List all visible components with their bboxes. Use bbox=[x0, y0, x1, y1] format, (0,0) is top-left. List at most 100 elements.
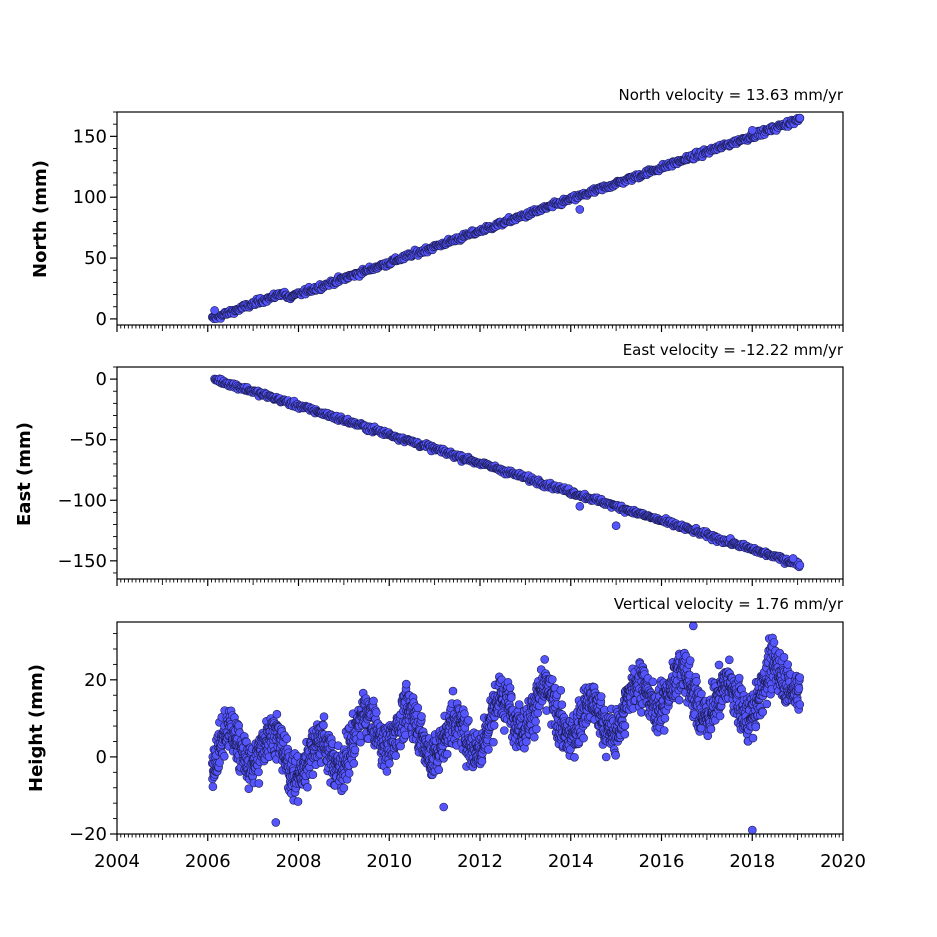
height-data-point bbox=[417, 712, 426, 721]
height-data-point bbox=[506, 693, 516, 702]
height-data-point bbox=[208, 782, 218, 792]
height-data-point bbox=[697, 689, 706, 699]
height-data-point bbox=[685, 656, 695, 665]
height-data-point bbox=[688, 621, 698, 631]
height-data-point bbox=[382, 767, 392, 776]
height-data-point bbox=[439, 802, 449, 812]
height-data-point bbox=[319, 712, 329, 722]
north-plot-frame bbox=[116, 111, 844, 326]
height-data-point bbox=[547, 675, 557, 684]
height-data-point bbox=[391, 751, 401, 761]
north-ytick-label: 100 bbox=[73, 187, 107, 208]
height-data-point bbox=[751, 722, 761, 732]
north-panel-title: North velocity = 13.63 mm/yr bbox=[619, 86, 844, 104]
height-data-point bbox=[522, 737, 531, 747]
height-y-axis-label: Height (mm) bbox=[26, 664, 47, 792]
height-data-point bbox=[319, 720, 328, 730]
height-data-point bbox=[648, 677, 658, 687]
height-data-point bbox=[442, 749, 452, 759]
height-data-point bbox=[477, 756, 487, 766]
height-data-point bbox=[448, 686, 458, 696]
height-data-point bbox=[339, 783, 349, 793]
height-data-point bbox=[533, 708, 543, 718]
height-ytick-label: −20 bbox=[69, 824, 107, 845]
east-data-point bbox=[575, 501, 585, 511]
height-data-point bbox=[532, 724, 541, 734]
height-data-point bbox=[499, 726, 509, 735]
height-data-point bbox=[692, 676, 701, 686]
east-ytick-label: −150 bbox=[58, 551, 107, 572]
height-data-point bbox=[254, 767, 263, 777]
height-data-point bbox=[350, 745, 360, 755]
height-data-point bbox=[674, 695, 684, 705]
height-data-point bbox=[413, 703, 423, 713]
east-data-point bbox=[611, 521, 621, 531]
east-ytick-label: −50 bbox=[69, 430, 107, 451]
height-data-point bbox=[303, 782, 312, 792]
height-xtick-label: 2018 bbox=[729, 851, 775, 872]
north-data-point bbox=[795, 113, 805, 123]
height-data-point bbox=[271, 818, 281, 827]
height-data-point bbox=[514, 700, 524, 709]
north-y-axis-label: North (mm) bbox=[30, 160, 51, 278]
height-data-point bbox=[529, 732, 539, 742]
height-data-point bbox=[434, 765, 444, 775]
height-data-point bbox=[557, 700, 567, 710]
height-data-points bbox=[208, 621, 805, 835]
height-data-point bbox=[484, 745, 493, 754]
east-data-point bbox=[795, 560, 805, 570]
height-data-point bbox=[715, 711, 725, 721]
east-data-points bbox=[210, 374, 805, 572]
height-xtick-label: 2020 bbox=[820, 851, 866, 872]
height-data-point bbox=[401, 679, 411, 689]
height-xtick-label: 2012 bbox=[457, 851, 503, 872]
height-data-point bbox=[540, 655, 550, 664]
height-xtick-label: 2006 bbox=[185, 851, 231, 872]
north-ytick-label: 150 bbox=[73, 126, 107, 147]
height-ytick-label: 0 bbox=[96, 747, 107, 768]
height-data-point bbox=[556, 685, 566, 695]
east-panel-title: East velocity = -12.22 mm/yr bbox=[623, 341, 844, 359]
height-data-point bbox=[505, 683, 515, 693]
north-panel: North velocity = 13.63 mm/yr North (mm) … bbox=[30, 86, 844, 332]
height-data-point bbox=[531, 717, 540, 726]
east-axis-ticks: −150 −100 −50 0 bbox=[58, 366, 844, 586]
height-data-point bbox=[344, 768, 354, 778]
height-data-point bbox=[734, 673, 744, 683]
height-data-point bbox=[620, 721, 630, 731]
height-xtick-label: 2010 bbox=[366, 851, 412, 872]
height-data-point bbox=[596, 692, 606, 701]
north-ytick-label: 50 bbox=[84, 248, 107, 269]
height-data-point bbox=[308, 770, 318, 780]
height-data-point bbox=[489, 737, 498, 747]
height-panel: Vertical velocity = 1.76 mm/yr Height (m… bbox=[26, 595, 866, 872]
east-panel: East velocity = -12.22 mm/yr East (mm) −… bbox=[14, 341, 844, 586]
north-data-point bbox=[575, 205, 585, 214]
height-data-point bbox=[620, 729, 630, 739]
height-data-point bbox=[579, 733, 588, 743]
height-xtick-label: 2016 bbox=[639, 851, 685, 872]
east-y-axis-label: East (mm) bbox=[14, 422, 35, 526]
height-data-point bbox=[349, 759, 359, 768]
height-data-point bbox=[570, 752, 579, 762]
height-xtick-label: 2004 bbox=[94, 851, 140, 872]
height-data-point bbox=[660, 713, 670, 723]
north-data-point bbox=[210, 306, 219, 315]
height-data-point bbox=[714, 660, 724, 670]
north-data-point bbox=[747, 126, 757, 135]
height-data-point bbox=[282, 734, 292, 744]
height-data-point bbox=[272, 709, 282, 719]
height-data-point bbox=[747, 825, 757, 835]
height-data-point bbox=[769, 638, 779, 647]
height-data-point bbox=[220, 751, 229, 761]
height-panel-title: Vertical velocity = 1.76 mm/yr bbox=[614, 595, 844, 613]
height-data-point bbox=[724, 655, 734, 665]
east-data-point bbox=[788, 554, 798, 563]
height-data-point bbox=[795, 673, 805, 682]
height-data-point bbox=[779, 652, 789, 662]
height-data-point bbox=[371, 708, 381, 717]
height-ytick-label: 20 bbox=[84, 670, 107, 691]
height-data-point bbox=[758, 707, 768, 717]
height-data-point bbox=[489, 720, 499, 730]
